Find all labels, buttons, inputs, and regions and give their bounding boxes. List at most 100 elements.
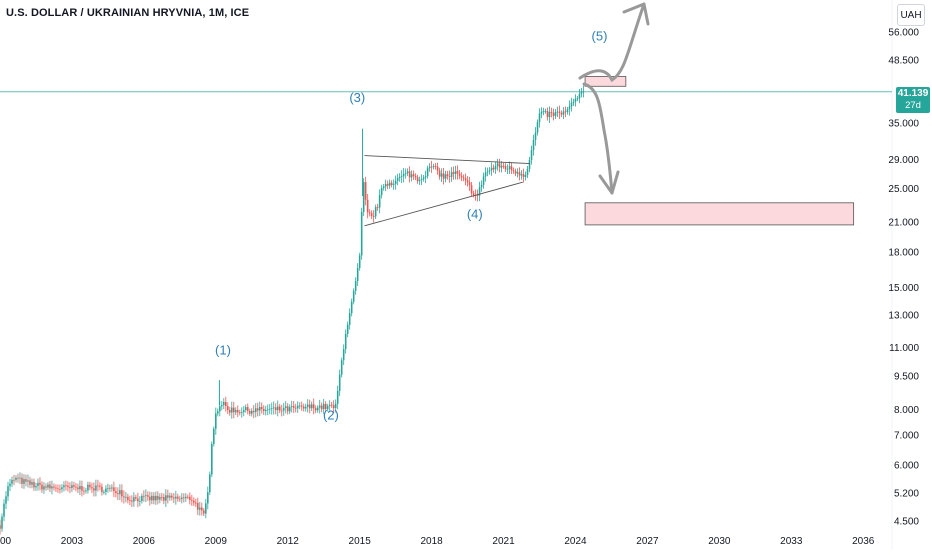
target-zone-box	[584, 76, 627, 87]
candle	[113, 487, 115, 492]
candle	[87, 484, 89, 491]
candle	[236, 410, 239, 413]
candle	[246, 407, 249, 411]
x-tick-label: 2003	[61, 536, 84, 547]
candle	[408, 171, 411, 178]
candle	[173, 497, 175, 499]
candle	[35, 486, 37, 488]
candle	[105, 488, 107, 492]
candle	[426, 168, 429, 177]
candle	[270, 408, 273, 410]
candle	[308, 404, 311, 409]
candle	[496, 163, 499, 167]
candle	[538, 113, 541, 123]
candle	[177, 496, 179, 499]
candle	[252, 410, 255, 413]
candle	[242, 410, 245, 413]
bearish-projection-arrow	[582, 82, 614, 195]
candle	[45, 486, 47, 488]
candle	[9, 483, 11, 487]
y-tick-label: 4.500	[894, 516, 919, 527]
candle	[27, 480, 29, 482]
y-tick-label: 56.000	[888, 27, 919, 38]
candle	[181, 497, 183, 499]
candle	[302, 406, 305, 409]
candle	[171, 495, 173, 498]
candle	[123, 496, 125, 498]
currency-unit-button[interactable]: UAH	[897, 4, 925, 26]
candle	[472, 193, 475, 195]
candle	[512, 170, 515, 172]
candle	[508, 166, 511, 170]
candle	[25, 479, 27, 482]
candle	[75, 486, 77, 488]
candle	[400, 176, 403, 178]
candle	[258, 407, 261, 411]
candle	[11, 479, 13, 484]
candle	[528, 159, 531, 170]
candle	[484, 172, 487, 177]
candle	[514, 171, 517, 174]
candle	[234, 410, 237, 413]
candle	[478, 187, 481, 196]
candle	[570, 102, 573, 107]
candle	[410, 174, 413, 178]
candle	[300, 405, 303, 407]
candle	[552, 112, 555, 116]
candle	[135, 497, 137, 499]
candle	[342, 349, 345, 361]
candle	[264, 410, 267, 412]
candle	[223, 402, 225, 406]
triangle-trendline	[364, 181, 523, 227]
candle	[430, 166, 433, 168]
candle	[416, 177, 419, 182]
candle	[540, 111, 543, 114]
y-tick-label: 13.000	[888, 311, 919, 322]
candle	[284, 406, 287, 409]
candle	[7, 486, 9, 497]
candle	[350, 301, 353, 314]
chart-title: U.S. DOLLAR / UKRAINIAN HRYVNIA, 1M, ICE	[6, 7, 250, 19]
candle	[556, 111, 559, 113]
candle	[254, 408, 257, 413]
candle	[262, 408, 265, 412]
candle	[71, 485, 73, 489]
y-tick-label: 5.200	[894, 488, 919, 499]
candle	[348, 313, 351, 325]
candle	[338, 374, 341, 391]
candle	[328, 404, 331, 407]
candle	[582, 91, 585, 93]
candle	[219, 406, 221, 412]
candle	[276, 406, 279, 411]
candle	[358, 255, 361, 268]
candle	[448, 176, 451, 177]
x-tick-label: 2015	[349, 536, 372, 547]
candle	[159, 496, 161, 500]
candle	[39, 482, 41, 485]
candle	[175, 496, 177, 499]
candle	[406, 171, 409, 174]
candle	[432, 166, 435, 167]
candle	[211, 444, 213, 475]
candle	[155, 495, 157, 501]
y-tick-label: 35.000	[888, 119, 919, 130]
candle	[69, 487, 71, 489]
wave-label: (5)	[592, 29, 608, 44]
candle	[274, 407, 277, 411]
candle	[380, 188, 383, 195]
candle	[498, 163, 501, 168]
candle	[55, 487, 57, 489]
candle	[492, 167, 495, 170]
candle	[215, 413, 217, 429]
candle	[568, 106, 571, 110]
candle	[344, 333, 347, 350]
candle	[364, 182, 367, 200]
candle	[127, 496, 129, 501]
candle	[49, 484, 51, 489]
candle	[161, 496, 163, 498]
candle	[454, 171, 457, 174]
candle	[288, 407, 291, 412]
candle	[374, 207, 377, 217]
